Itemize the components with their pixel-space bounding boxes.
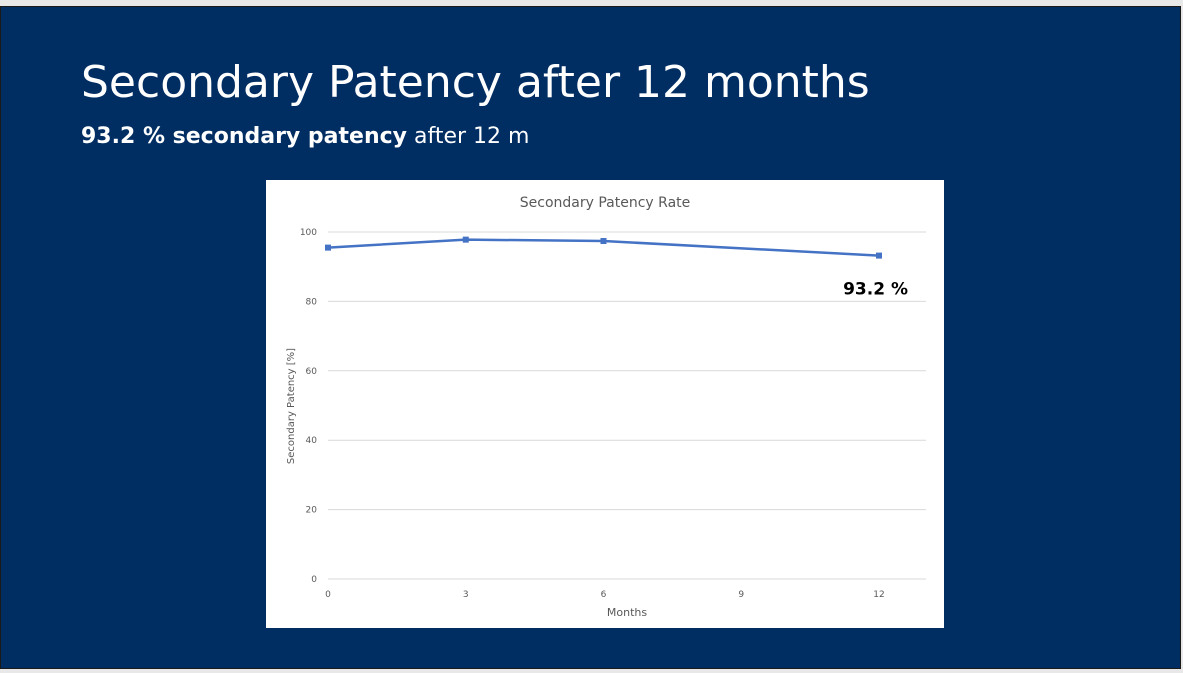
gridlines	[328, 231, 926, 580]
y-tick-label: 0	[311, 575, 317, 585]
y-tick-label: 60	[306, 367, 318, 377]
y-axis-label: Secondary Patency [%]	[286, 348, 297, 464]
x-axis-label: Months	[607, 606, 647, 619]
data-point	[600, 238, 607, 245]
patency-line-chart: 0 20 40 60 80 100 0 3 6 9 12 Secondary Patency Ra…	[286, 195, 926, 619]
series-line	[327, 238, 880, 257]
x-tick-label: 12	[873, 590, 884, 600]
subtitle-rest: after 12 m	[407, 124, 530, 149]
x-tick-label: 3	[463, 590, 469, 600]
slide-title: Secondary Patency after 12 months	[81, 57, 870, 108]
data-point	[876, 252, 882, 259]
y-tick-label: 80	[306, 297, 318, 307]
y-tick-label: 20	[306, 506, 318, 516]
data-point	[462, 236, 469, 243]
x-tick-label: 9	[738, 590, 744, 600]
y-tick-labels: 0 20 40 60 80 100	[300, 228, 317, 585]
x-tick-label: 6	[601, 590, 607, 600]
end-value-annotation: 93.2 %	[843, 280, 908, 300]
chart-title: Secondary Patency Rate	[520, 195, 691, 211]
slide-subtitle: 93.2 % secondary patency after 12 m	[81, 124, 529, 149]
subtitle-highlight: 93.2 % secondary patency	[81, 124, 407, 149]
x-tick-labels: 0 3 6 9 12	[325, 590, 885, 600]
chart-panel: 0 20 40 60 80 100 0 3 6 9 12 Secondary Patency Ra…	[266, 180, 944, 628]
series-markers	[325, 236, 882, 259]
y-tick-label: 100	[300, 228, 317, 238]
slide: Secondary Patency after 12 months 93.2 %…	[0, 6, 1181, 669]
x-tick-label: 0	[325, 590, 331, 600]
y-tick-label: 40	[306, 436, 318, 446]
data-point	[325, 244, 331, 251]
